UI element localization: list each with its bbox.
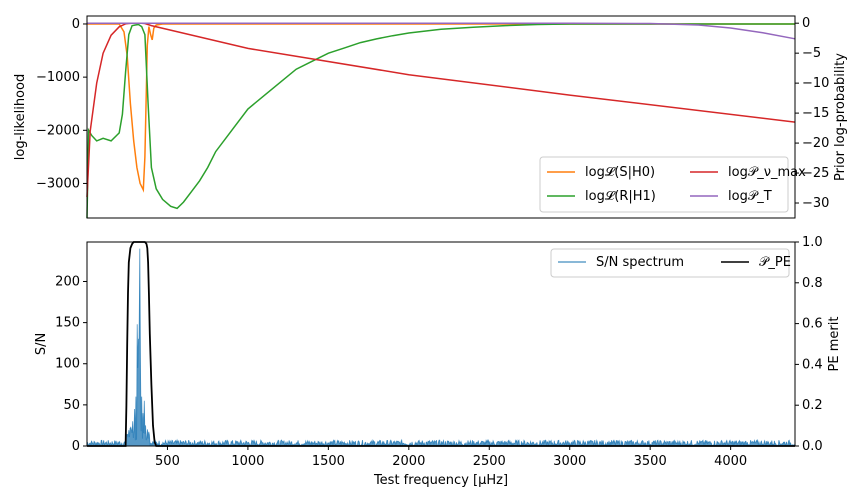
bottom-ylabel-right: PE merit	[827, 317, 842, 372]
bottom-ytick-right-label: 0.2	[802, 398, 823, 413]
bottom-ytick-left-label: 100	[55, 357, 80, 372]
bottom-xtick-label: 3500	[634, 454, 667, 469]
bottom-xtick-label: 1000	[231, 454, 264, 469]
bottom-ytick-right-label: 0.4	[802, 357, 823, 372]
bottom-xtick-label: 2000	[392, 454, 425, 469]
bottom-ytick-left-label: 150	[55, 316, 80, 331]
top-ticks: 0 −1000 −2000 −3000 0 −5 −10 −15 −20 −25 −30	[36, 16, 829, 211]
bottom-series-sn	[86, 248, 796, 448]
bottom-ytick-right-label: 0.0	[802, 439, 823, 454]
bottom-legend-frame	[550, 248, 790, 278]
bottom-xtick-label: 1500	[312, 454, 345, 469]
bottom-ytick-right-label: 0.8	[802, 276, 823, 291]
top-plot-area	[86, 22, 796, 219]
bottom-xlabel: Test frequency [μHz]	[373, 473, 508, 488]
top-series-line-1	[86, 23, 795, 219]
bottom-ylabel-left: S/N	[34, 333, 49, 355]
top-ytick-right-label: −25	[802, 166, 829, 181]
top-ytick-left-label: −2000	[36, 123, 80, 138]
legend-label-lnP-numax: log𝒫_ν_max	[728, 165, 806, 180]
top-ytick-right-label: −10	[802, 76, 829, 91]
top-ytick-left-label: −3000	[36, 176, 80, 191]
top-ytick-left-label: −1000	[36, 70, 80, 85]
bottom-ytick-left-label: 200	[55, 274, 80, 289]
top-panel: 0 −1000 −2000 −3000 0 −5 −10 −15 −20 −25 −30 log-l…	[13, 15, 848, 219]
top-ytick-right-label: −5	[802, 46, 821, 61]
bottom-legend: S/N spectrum 𝒫_PE	[550, 248, 791, 278]
legend-label-pe: 𝒫_PE	[759, 255, 791, 270]
top-ytick-right-label: −30	[802, 196, 829, 211]
legend-label-lnS: log𝓛(S|H0)	[585, 165, 655, 180]
top-series-line-0	[87, 23, 795, 193]
bottom-ytick-right-label: 1.0	[802, 235, 823, 250]
bottom-xtick-label: 4000	[714, 454, 747, 469]
top-legend-frame	[539, 156, 789, 213]
legend-label-sn: S/N spectrum	[596, 255, 684, 270]
bottom-ytick-right-label: 0.6	[802, 317, 823, 332]
bottom-xtick-label: 500	[155, 454, 180, 469]
top-ytick-right-label: 0	[802, 16, 810, 31]
bottom-axes-frame	[86, 241, 796, 447]
bottom-ytick-left-label: 50	[63, 398, 80, 413]
bottom-xtick-label: 3000	[553, 454, 586, 469]
bottom-xtick-label: 2500	[473, 454, 506, 469]
top-ytick-right-label: −15	[802, 106, 829, 121]
legend-label-lnR: log𝓛(R|H1)	[585, 189, 656, 204]
top-ytick-left-label: 0	[72, 17, 80, 32]
top-ylabel-left: log-likelihood	[13, 74, 28, 160]
top-axes-frame	[86, 15, 796, 219]
bottom-ytick-left-label: 0	[72, 439, 80, 454]
bottom-panel: 500 1000 1500 2000 2500 3000 3500 4000 0 50 100 150…	[34, 235, 842, 488]
top-ytick-right-label: −20	[802, 136, 829, 151]
top-legend: log𝓛(S|H0) log𝒫_ν_max log𝓛(R|H1) log𝒫_T	[539, 156, 806, 213]
legend-label-lnPT: log𝒫_T	[728, 189, 772, 204]
bottom-ticks: 500 1000 1500 2000 2500 3000 3500 4000 0 50 100 150…	[55, 235, 823, 469]
top-ylabel-right: Prior log-probability	[833, 53, 848, 181]
top-series-line-3	[87, 22, 796, 40]
